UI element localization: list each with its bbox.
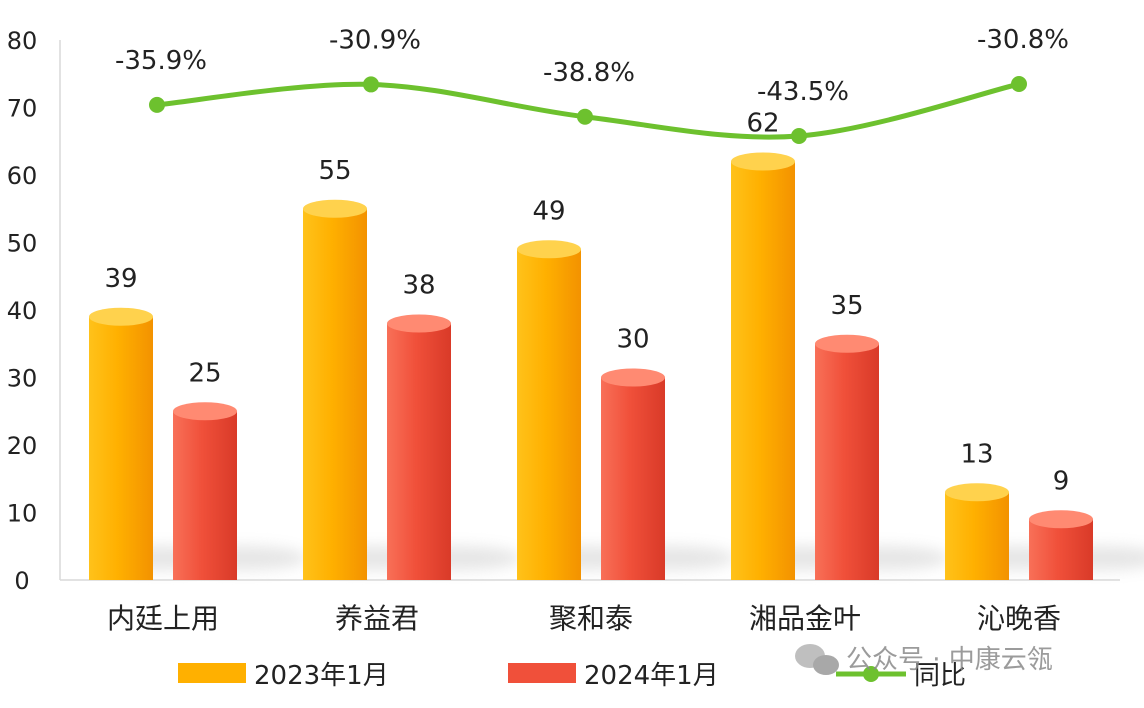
- yoy-point: [149, 96, 165, 113]
- yoy-point: [577, 108, 593, 125]
- yoy-data-label: -43.5%: [757, 77, 849, 107]
- wechat-icon: [795, 644, 839, 675]
- yoy-point: [1011, 76, 1027, 92]
- x-category-label: 内廷上用: [107, 602, 219, 635]
- legend-item: 同比: [836, 661, 966, 691]
- bar-data-label: 9: [1053, 466, 1070, 496]
- bar-cap: [945, 483, 1009, 502]
- x-category-label: 聚和泰: [549, 602, 633, 635]
- bar: [601, 377, 665, 580]
- watermark: 公众号 · 中康云瓴: [795, 644, 1053, 675]
- y-tick-label: 20: [7, 432, 38, 460]
- y-tick-label: 40: [7, 297, 38, 325]
- legend-item: 2024年1月: [508, 661, 719, 691]
- yoy-data-label: -35.9%: [115, 46, 207, 76]
- bar-data-label: 25: [188, 358, 221, 388]
- bar-cap: [173, 402, 237, 421]
- yoy-data-label: -30.9%: [329, 25, 421, 55]
- x-category-label: 养益君: [335, 602, 419, 635]
- legend-label: 2024年1月: [584, 661, 719, 691]
- legend-label: 2023年1月: [254, 661, 389, 691]
- watermark-text: 公众号 · 中康云瓴: [846, 645, 1053, 675]
- bar-data-label: 39: [104, 264, 137, 294]
- y-tick-label: 80: [7, 27, 38, 55]
- bar-data-label: 62: [746, 109, 779, 139]
- y-tick-label: 50: [7, 230, 38, 258]
- y-tick-label: 30: [7, 365, 38, 393]
- bar-data-label: 38: [402, 271, 435, 301]
- bar-cap: [815, 334, 879, 353]
- yoy-point: [363, 76, 379, 93]
- x-category-label: 湘品金叶: [749, 602, 861, 635]
- yoy-data-label: -38.8%: [543, 58, 635, 88]
- watermark-group: 公众号 · 中康云瓴: [795, 644, 1053, 675]
- bar: [517, 249, 581, 580]
- bar-cap: [387, 314, 451, 333]
- legend-label: 同比: [914, 661, 966, 691]
- legend-swatch: [508, 663, 576, 683]
- legend-swatch: [178, 663, 246, 683]
- bar: [303, 208, 367, 580]
- bar: [815, 343, 879, 580]
- bar-cap: [1029, 510, 1093, 529]
- yoy-data-label: -30.8%: [977, 25, 1069, 55]
- legend: 2023年1月 2024年1月 同比: [178, 661, 966, 691]
- legend-marker: [863, 666, 879, 682]
- legend-item: 2023年1月: [178, 661, 389, 691]
- bar-data-label: 13: [960, 439, 993, 469]
- bar-cap: [517, 240, 581, 259]
- bar-data-label: 55: [318, 156, 351, 186]
- yoy-point: [791, 128, 807, 144]
- bar: [89, 316, 153, 580]
- bar-cap: [601, 368, 665, 387]
- bar-data-label: 30: [616, 325, 649, 355]
- y-tick-label: 60: [7, 162, 38, 190]
- bar: [945, 492, 1009, 580]
- bar: [173, 411, 237, 580]
- bar-data-label: 35: [830, 291, 863, 321]
- y-tick-label: 0: [14, 567, 29, 595]
- data-labels: 39 55 49 62 13 25 38 30 35 9 -35.9% -30.9% -38.8% -43…: [104, 25, 1069, 496]
- yoy-line-layer: [149, 76, 1027, 144]
- bar-cap: [731, 152, 795, 171]
- x-category-label: 沁晚香: [977, 602, 1061, 635]
- bar-data-label: 49: [532, 196, 565, 226]
- bar: [387, 323, 451, 580]
- y-tick-label: 70: [7, 95, 38, 123]
- y-tick-label: 10: [7, 500, 38, 528]
- bars: [89, 152, 1093, 580]
- axes: 0 10 20 30 40 50 60 70 80 内廷上用 养益君 聚和泰 湘品金叶 沁晚香: [7, 27, 1120, 635]
- bar-cap: [303, 199, 367, 218]
- bar-cap: [89, 307, 153, 326]
- bar: [1029, 519, 1093, 580]
- bar: [731, 161, 795, 580]
